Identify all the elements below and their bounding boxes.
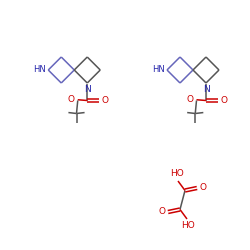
Text: O: O — [200, 184, 207, 192]
Text: O: O — [220, 96, 227, 105]
Text: N: N — [203, 85, 209, 94]
Text: HN: HN — [34, 66, 46, 74]
Text: O: O — [102, 96, 108, 105]
Text: O: O — [187, 95, 194, 104]
Text: O: O — [158, 208, 165, 216]
Text: N: N — [84, 85, 90, 94]
Text: HO: HO — [182, 222, 195, 230]
Text: O: O — [68, 95, 75, 104]
Text: HO: HO — [170, 170, 183, 178]
Text: HN: HN — [152, 66, 165, 74]
